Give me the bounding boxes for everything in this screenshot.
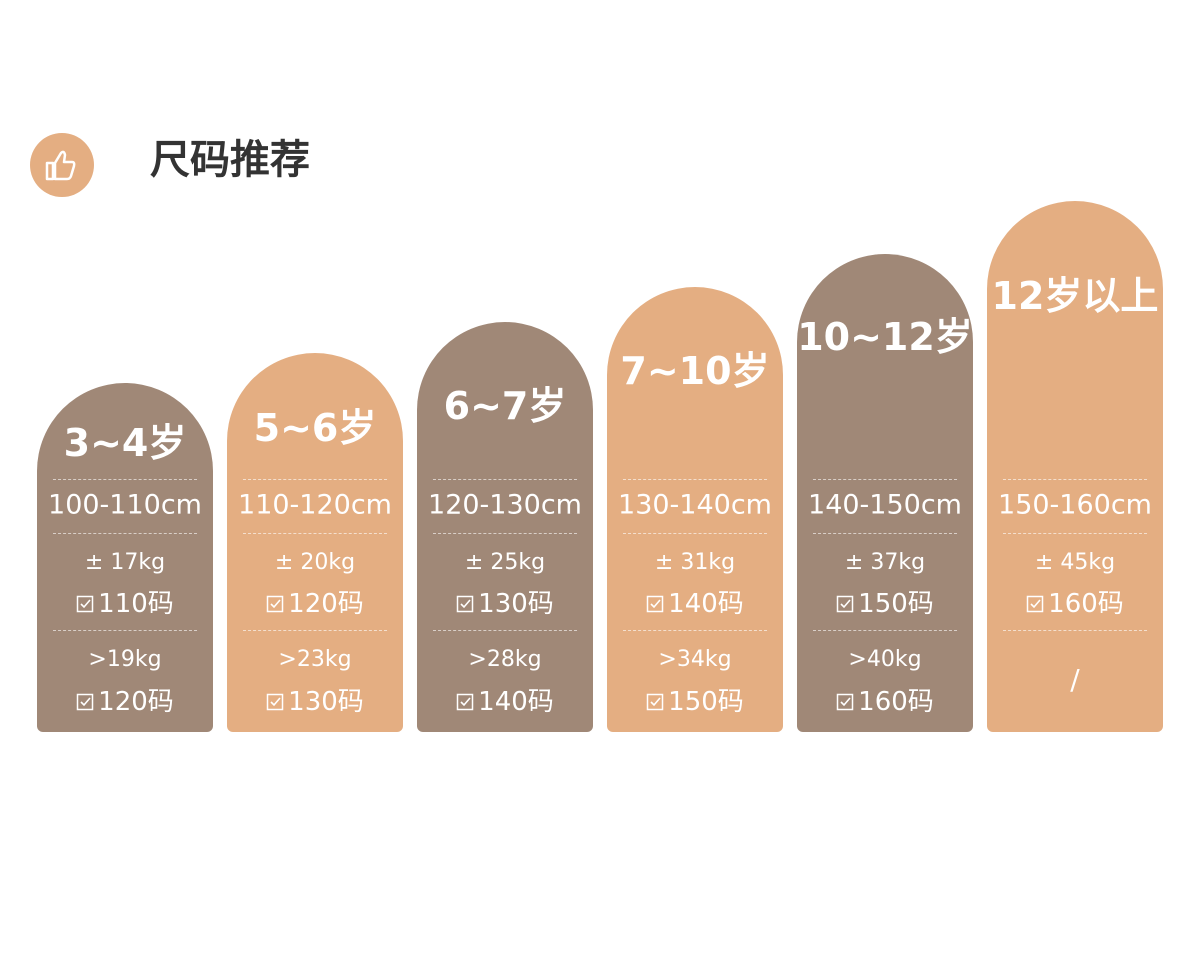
height-label: 130-140cm (618, 489, 772, 521)
divider (813, 630, 957, 631)
divider (433, 479, 577, 480)
weight-label: ± 17kg (84, 550, 166, 575)
check-icon (76, 693, 94, 711)
divider (243, 533, 387, 534)
size-row: 140码 (417, 689, 593, 715)
divider (623, 630, 767, 631)
size-row: 120码 (227, 591, 403, 617)
size-row: 160码 (797, 689, 973, 715)
divider (813, 479, 957, 480)
divider (1003, 479, 1147, 480)
weight-label: ± 20kg (274, 550, 356, 575)
weight-label: >34kg (658, 647, 732, 672)
divider (433, 630, 577, 631)
check-icon (836, 595, 854, 613)
age-label: 5~6岁 (253, 406, 377, 450)
divider (1003, 630, 1147, 631)
check-icon (836, 693, 854, 711)
size-label: 140码 (478, 687, 554, 717)
divider (53, 479, 197, 480)
size-label: 120码 (98, 687, 174, 717)
divider (623, 533, 767, 534)
size-column: 5~6岁 110-120cm ± 20kg 120码 >23kg 130码 (227, 353, 403, 732)
check-icon (456, 595, 474, 613)
weight-label: >23kg (278, 647, 352, 672)
height-label: 120-130cm (428, 489, 582, 521)
check-icon (266, 693, 284, 711)
divider (813, 533, 957, 534)
size-label: 160码 (1048, 589, 1124, 619)
empty-label: / (1070, 663, 1080, 696)
age-label: 6~7岁 (443, 384, 567, 428)
weight-label: >28kg (468, 647, 542, 672)
height-label: 140-150cm (808, 489, 962, 521)
divider (1003, 533, 1147, 534)
size-label: 130码 (288, 687, 364, 717)
size-row: 130码 (417, 591, 593, 617)
check-icon (266, 595, 284, 613)
size-row: 130码 (227, 689, 403, 715)
age-label: 3~4岁 (63, 421, 187, 465)
size-row: 150码 (797, 591, 973, 617)
size-column: 6~7岁 120-130cm ± 25kg 130码 >28kg 140码 (417, 322, 593, 732)
size-row: 160码 (987, 591, 1163, 617)
check-icon (76, 595, 94, 613)
weight-label: ± 37kg (844, 550, 926, 575)
size-row: 140码 (607, 591, 783, 617)
size-column: 12岁以上 150-160cm ± 45kg 160码 / (987, 201, 1163, 732)
check-icon (646, 595, 664, 613)
size-column: 3~4岁 100-110cm ± 17kg 110码 >19kg 120码 (37, 383, 213, 732)
divider (433, 533, 577, 534)
size-label: 140码 (668, 589, 744, 619)
age-label: 7~10岁 (620, 349, 770, 393)
size-row: 120码 (37, 689, 213, 715)
divider (623, 479, 767, 480)
weight-label: ± 31kg (654, 550, 736, 575)
height-label: 110-120cm (238, 489, 392, 521)
check-icon (1026, 595, 1044, 613)
size-label: 160码 (858, 687, 934, 717)
size-label: 150码 (668, 687, 744, 717)
height-label: 150-160cm (998, 489, 1152, 521)
size-row: 150码 (607, 689, 783, 715)
height-label: 100-110cm (48, 489, 202, 521)
divider (243, 630, 387, 631)
weight-label: ± 25kg (464, 550, 546, 575)
divider (53, 630, 197, 631)
size-label: 150码 (858, 589, 934, 619)
weight-label: >19kg (88, 647, 162, 672)
divider (243, 479, 387, 480)
size-column: 7~10岁 130-140cm ± 31kg 140码 >34kg 150码 (607, 287, 783, 732)
size-label: 130码 (478, 589, 554, 619)
size-row: 110码 (37, 591, 213, 617)
thumb-icon (30, 133, 94, 197)
divider (53, 533, 197, 534)
age-label: 10~12岁 (797, 315, 973, 359)
title: 尺码推荐 (150, 137, 310, 183)
size-column: 10~12岁 140-150cm ± 37kg 150码 >40kg 160码 (797, 254, 973, 732)
weight-label: ± 45kg (1034, 550, 1116, 575)
check-icon (456, 693, 474, 711)
check-icon (646, 693, 664, 711)
size-label: 110码 (98, 589, 174, 619)
size-label: 120码 (288, 589, 364, 619)
age-label: 12岁以上 (991, 274, 1159, 318)
weight-label: >40kg (848, 647, 922, 672)
